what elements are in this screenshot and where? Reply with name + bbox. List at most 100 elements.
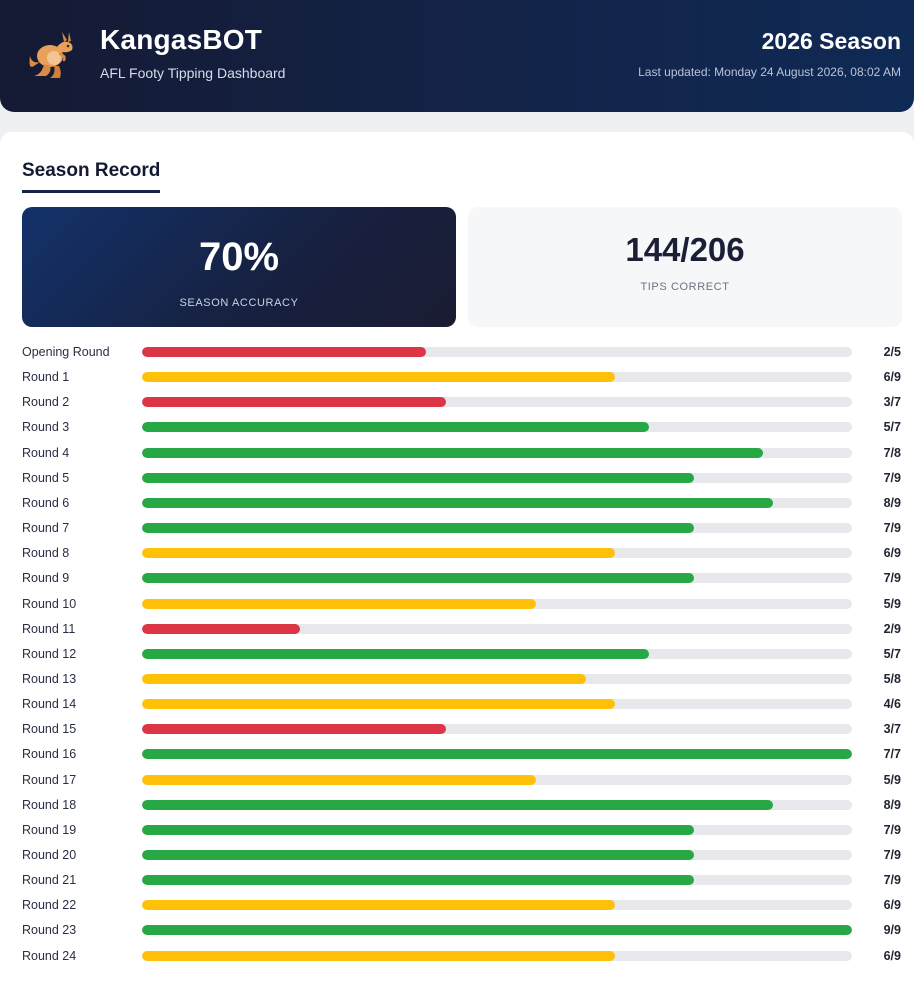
round-progress-fill: [142, 422, 650, 433]
round-row: Round 23 9/9: [0, 918, 914, 943]
round-progress-fill: [142, 472, 695, 483]
round-row: Round 21 7/9: [0, 868, 914, 893]
round-score: 6/9: [883, 898, 901, 913]
round-progress-fill: [142, 573, 695, 584]
round-score: 7/7: [883, 747, 901, 762]
round-progress-fill: [142, 900, 616, 911]
round-progress-track: [142, 447, 852, 458]
round-row: Round 9 7/9: [0, 566, 914, 591]
round-score: 7/9: [883, 822, 901, 837]
round-progress-track: [142, 372, 852, 383]
round-score: 7/8: [883, 445, 901, 460]
round-score: 8/9: [883, 797, 901, 812]
round-label: Opening Round: [22, 345, 110, 359]
round-row: Round 12 5/7: [0, 642, 914, 667]
last-updated: Last updated: Monday 24 August 2026, 08:…: [638, 65, 901, 79]
round-row: Round 16 7/7: [0, 742, 914, 767]
round-row: Round 14 4/6: [0, 692, 914, 717]
round-progress-fill: [142, 950, 616, 961]
round-progress-fill: [142, 850, 695, 860]
round-score: 5/7: [883, 646, 901, 661]
round-label: Round 16: [22, 747, 77, 762]
round-score: 7/9: [883, 470, 901, 485]
round-label: Round 5: [22, 470, 70, 485]
round-progress-track: [142, 824, 852, 835]
round-progress-fill: [142, 623, 300, 634]
round-progress-track: [142, 397, 852, 408]
round-label: Round 7: [22, 521, 70, 536]
round-row: Round 11 2/9: [0, 617, 914, 642]
round-score: 5/9: [883, 772, 901, 787]
round-progress-fill: [142, 774, 537, 785]
round-row: Round 2 3/7: [0, 390, 914, 415]
round-row: Opening Round 2/5: [0, 340, 914, 365]
tips-correct-stat: 144/206 TIPS CORRECT: [468, 207, 902, 327]
round-row: Round 3 5/7: [0, 415, 914, 440]
round-score: 7/9: [883, 848, 901, 862]
round-score: 8/9: [883, 495, 901, 510]
round-progress-track: [142, 347, 852, 357]
round-row: Round 13 5/8: [0, 667, 914, 692]
round-score: 6/9: [883, 370, 901, 385]
kangaroo-icon: [26, 26, 84, 80]
round-label: Round 8: [22, 546, 70, 561]
round-progress-track: [142, 523, 852, 534]
round-label: Round 4: [22, 445, 70, 460]
app-title: KangasBOT: [100, 24, 263, 55]
round-progress-fill: [142, 749, 852, 760]
round-progress-track: [142, 699, 852, 710]
round-score: 6/9: [883, 546, 901, 561]
round-label: Round 15: [22, 722, 77, 737]
round-progress-track: [142, 497, 852, 508]
section-title: Season Record: [22, 160, 161, 193]
round-label: Round 24: [22, 948, 77, 963]
round-label: Round 18: [22, 797, 77, 812]
round-score: 5/9: [883, 596, 901, 611]
round-progress-track: [142, 548, 852, 559]
round-progress-track: [142, 573, 852, 584]
round-progress-fill: [142, 925, 852, 936]
round-label: Round 13: [22, 671, 77, 686]
round-score: 5/8: [883, 671, 901, 686]
season-title: 2026 Season: [761, 28, 901, 54]
round-label: Round 23: [22, 923, 77, 938]
round-score: 5/7: [883, 420, 901, 435]
round-row: Round 24 6/9: [0, 944, 914, 969]
round-score: 2/5: [883, 345, 901, 359]
round-label: Round 20: [22, 848, 77, 862]
round-row: Round 17 5/9: [0, 768, 914, 793]
season-accuracy-value: 70%: [198, 235, 280, 279]
round-progress-fill: [142, 824, 695, 835]
round-progress-fill: [142, 548, 616, 559]
round-score: 9/9: [883, 923, 901, 938]
round-progress-track: [142, 648, 852, 659]
round-progress-fill: [142, 497, 774, 508]
app-header: KangasBOT AFL Footy Tipping Dashboard 20…: [0, 0, 914, 112]
round-progress-fill: [142, 598, 537, 609]
round-progress-track: [142, 875, 852, 886]
round-progress-track: [142, 774, 852, 785]
round-progress-fill: [142, 724, 447, 735]
round-label: Round 17: [22, 772, 77, 787]
round-progress-track: [142, 598, 852, 609]
round-score: 4/6: [883, 697, 901, 712]
round-row: Round 20 7/9: [0, 843, 914, 868]
round-progress-track: [142, 623, 852, 634]
round-label: Round 2: [22, 395, 70, 410]
round-score: 7/9: [883, 571, 901, 586]
round-row: Round 7 7/9: [0, 516, 914, 541]
round-label: Round 10: [22, 596, 77, 611]
round-label: Round 22: [22, 898, 77, 913]
round-label: Round 12: [22, 646, 77, 661]
round-progress-fill: [142, 673, 586, 684]
round-label: Round 3: [22, 420, 70, 435]
round-score: 7/9: [883, 521, 901, 536]
round-progress-track: [142, 799, 852, 810]
round-progress-track: [142, 925, 852, 936]
round-score: 6/9: [883, 948, 901, 963]
round-progress-fill: [142, 699, 616, 710]
round-progress-track: [142, 422, 852, 433]
round-progress-track: [142, 749, 852, 760]
season-accuracy-label: SEASON ACCURACY: [179, 297, 299, 309]
round-progress-fill: [142, 347, 426, 357]
